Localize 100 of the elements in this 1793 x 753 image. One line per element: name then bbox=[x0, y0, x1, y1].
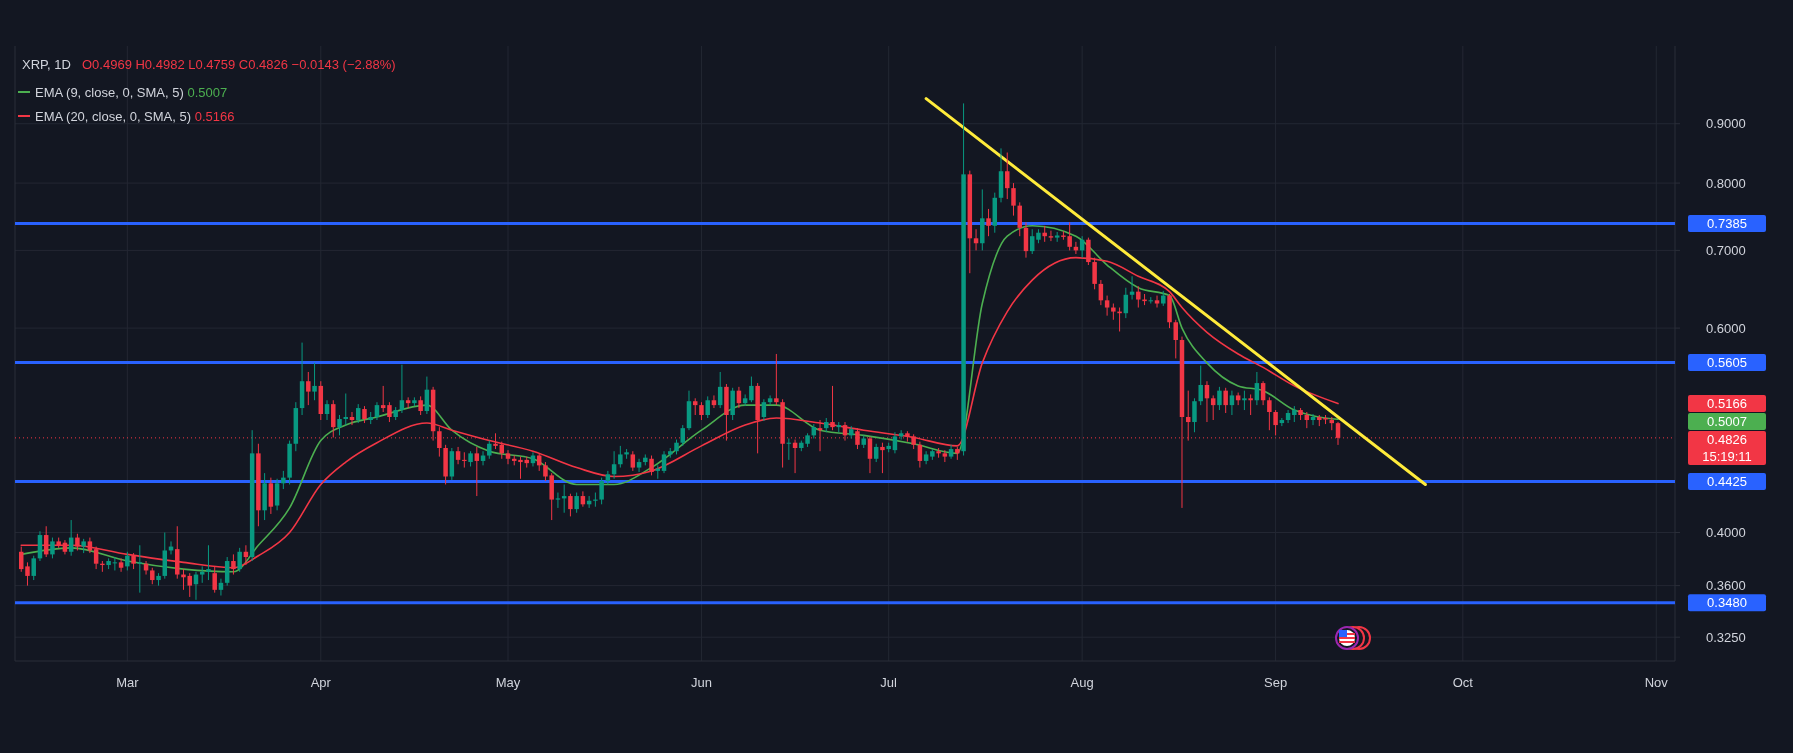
candlestick bbox=[830, 385, 835, 431]
candlestick bbox=[31, 555, 36, 581]
candlestick bbox=[1198, 365, 1203, 406]
candlestick bbox=[118, 557, 124, 573]
text: 15:19:11 bbox=[1702, 449, 1752, 465]
y-tick-label: 0.3600 bbox=[1706, 578, 1746, 594]
candlestick bbox=[618, 445, 623, 469]
candlestick bbox=[1273, 409, 1278, 436]
candlestick bbox=[1267, 396, 1272, 431]
candlestick bbox=[324, 399, 330, 421]
candlestick bbox=[599, 477, 604, 505]
y-tick-label: 0.6000 bbox=[1706, 320, 1746, 336]
ref-line-label: 0.4826 bbox=[1707, 432, 1747, 448]
candlestick bbox=[1154, 295, 1160, 309]
candlestick bbox=[892, 431, 898, 454]
candlestick bbox=[1285, 409, 1291, 424]
candlestick bbox=[418, 395, 423, 416]
candlestick bbox=[1248, 393, 1253, 416]
candlestick bbox=[281, 470, 286, 490]
candlestick bbox=[923, 450, 929, 465]
x-tick-label: Nov bbox=[1644, 674, 1669, 690]
y-tick-label: 0.7000 bbox=[1706, 242, 1746, 258]
ref-line-label: 0.4425 bbox=[1707, 474, 1747, 490]
candlestick bbox=[274, 478, 280, 511]
candlestick bbox=[462, 451, 467, 469]
text: 0.5007 bbox=[1707, 414, 1747, 430]
candlestick bbox=[767, 394, 773, 406]
ref-line-label: 0.7385 bbox=[1707, 215, 1747, 231]
candlestick bbox=[455, 446, 461, 465]
candlestick bbox=[1173, 319, 1178, 359]
candlestick bbox=[1223, 387, 1228, 414]
candlestick bbox=[568, 493, 573, 517]
y-tick-label: 0.9000 bbox=[1706, 116, 1746, 132]
candlestick bbox=[1011, 182, 1016, 217]
candlestick bbox=[237, 547, 242, 573]
legend-label: EMA (9, close, 0, SMA, 5) 0.5007 bbox=[35, 84, 228, 100]
candlestick bbox=[1029, 228, 1035, 255]
candlestick bbox=[487, 440, 492, 460]
legend-label: EMA (20, close, 0, SMA, 5) 0.5166 bbox=[35, 108, 235, 124]
candlestick bbox=[137, 544, 143, 594]
x-tick-label: May bbox=[495, 674, 521, 690]
x-tick-label: Mar bbox=[116, 674, 140, 690]
candlestick bbox=[1104, 295, 1110, 317]
candlestick bbox=[661, 450, 667, 474]
annotation: O0.4969 H0.4982 L0.4759 C0.4826 −0.0143 (−2.88%) bbox=[82, 56, 396, 72]
candlestick bbox=[1148, 296, 1154, 305]
x-tick-label: Aug bbox=[1070, 674, 1094, 690]
candlestick bbox=[761, 398, 767, 422]
candlestick bbox=[636, 458, 642, 473]
x-tick-label: Jun bbox=[690, 674, 712, 690]
candlestick bbox=[873, 443, 879, 463]
candlestick bbox=[973, 228, 979, 251]
candlestick bbox=[399, 364, 405, 414]
candlestick bbox=[387, 401, 392, 423]
text: XRP, 1D bbox=[22, 56, 71, 72]
candlestick bbox=[112, 556, 118, 571]
x-tick-label: Apr bbox=[310, 674, 332, 690]
candlestick bbox=[50, 537, 55, 559]
candlestick bbox=[711, 394, 717, 409]
candlestick bbox=[680, 424, 685, 447]
candlestick bbox=[630, 450, 636, 472]
candlestick bbox=[268, 477, 274, 515]
candlestick bbox=[1136, 285, 1141, 309]
y-tick-label: 0.4000 bbox=[1706, 525, 1746, 541]
text: 0.5166 bbox=[1707, 396, 1747, 412]
x-tick-label: Jul bbox=[880, 674, 898, 690]
candlestick bbox=[206, 544, 211, 581]
candlestick bbox=[1192, 397, 1197, 433]
candlestick bbox=[749, 376, 754, 403]
candlestick bbox=[555, 492, 561, 509]
candlestick bbox=[1229, 390, 1235, 416]
candlestick bbox=[1210, 394, 1216, 421]
candlestick bbox=[574, 492, 579, 514]
ref-line-label: 0.5605 bbox=[1707, 354, 1747, 370]
x-tick-label: Sep bbox=[1264, 674, 1288, 690]
candlestick bbox=[880, 442, 885, 474]
x-tick-label: Oct bbox=[1452, 674, 1474, 690]
candlestick bbox=[331, 399, 336, 438]
ref-line-label: 0.3480 bbox=[1707, 595, 1747, 611]
candlestick bbox=[505, 449, 511, 465]
candlestick bbox=[306, 371, 311, 406]
candlestick bbox=[337, 414, 342, 436]
candlestick bbox=[593, 492, 598, 508]
candlestick bbox=[1048, 230, 1054, 242]
candlestick bbox=[25, 561, 30, 587]
candlestick bbox=[649, 455, 654, 476]
candlestick bbox=[1017, 201, 1022, 237]
candlestick bbox=[474, 446, 480, 497]
y-tick-label: 0.8000 bbox=[1706, 175, 1746, 191]
candlestick bbox=[312, 362, 317, 401]
candlestick bbox=[1005, 152, 1010, 200]
candlestick bbox=[705, 395, 710, 419]
candlestick bbox=[774, 353, 779, 406]
candlestick bbox=[1217, 386, 1222, 411]
candlestick bbox=[125, 551, 130, 571]
candlestick bbox=[380, 385, 386, 413]
candlestick bbox=[1242, 390, 1247, 411]
candlestick bbox=[855, 427, 860, 450]
candlestick bbox=[224, 556, 230, 587]
candlestick bbox=[986, 208, 991, 237]
